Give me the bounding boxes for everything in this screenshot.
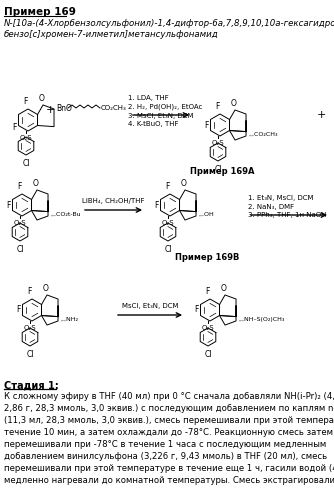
Text: ,,,OH: ,,,OH xyxy=(198,212,214,217)
Text: Cl: Cl xyxy=(22,159,30,168)
Text: O₂S: O₂S xyxy=(202,325,214,331)
Text: O: O xyxy=(33,179,39,188)
Text: O: O xyxy=(231,99,237,108)
Text: O₂S: O₂S xyxy=(14,220,26,226)
Text: ,,,CO₂CH₃: ,,,CO₂CH₃ xyxy=(248,132,278,137)
Text: MsCl, Et₃N, DCM: MsCl, Et₃N, DCM xyxy=(122,303,178,309)
Text: F: F xyxy=(195,305,199,314)
Text: F: F xyxy=(23,97,27,106)
Text: F: F xyxy=(215,102,219,111)
Text: F: F xyxy=(7,201,11,210)
Text: ,,,CO₂t-Bu: ,,,CO₂t-Bu xyxy=(50,212,80,217)
Text: 1. LDA, THF
2. H₂, Pd(OH)₂, EtOAc
3. MsCl, Et₃N, DCM
4. K-tBuO, THF: 1. LDA, THF 2. H₂, Pd(OH)₂, EtOAc 3. MsC… xyxy=(128,95,202,127)
Text: Стадия 1:: Стадия 1: xyxy=(4,380,59,390)
Text: Cl: Cl xyxy=(16,245,24,254)
Text: Пример 169: Пример 169 xyxy=(4,7,76,17)
Text: Пример 169B: Пример 169B xyxy=(175,253,239,262)
Text: O: O xyxy=(39,94,45,103)
Text: Cl: Cl xyxy=(214,165,222,174)
Text: F: F xyxy=(155,201,159,210)
Text: F: F xyxy=(13,122,17,132)
Text: O₂S: O₂S xyxy=(20,135,32,141)
Text: Cl: Cl xyxy=(204,350,212,359)
Text: 1. Et₃N, MsCl, DCM
2. NaN₃, DMF
3. PPh₃, THF, 1н NaOH: 1. Et₃N, MsCl, DCM 2. NaN₃, DMF 3. PPh₃,… xyxy=(248,195,326,218)
Text: ,,,NH₂: ,,,NH₂ xyxy=(60,316,78,321)
Text: Cl: Cl xyxy=(164,245,172,254)
Text: O₂S: O₂S xyxy=(162,220,174,226)
Text: Пример 169A: Пример 169A xyxy=(190,167,254,176)
Text: +: + xyxy=(45,105,55,115)
Text: F: F xyxy=(205,120,209,130)
Text: F: F xyxy=(17,182,21,191)
Text: O: O xyxy=(221,284,227,293)
Text: ,,,NH–S(O₂)CH₃: ,,,NH–S(O₂)CH₃ xyxy=(238,316,285,321)
Text: BnO: BnO xyxy=(56,103,72,112)
Text: +: + xyxy=(317,110,326,120)
Text: F: F xyxy=(27,287,31,296)
Text: O₂S: O₂S xyxy=(24,325,36,331)
Text: F: F xyxy=(17,305,21,314)
Text: O₂S: O₂S xyxy=(212,140,224,146)
Text: N-[10a-(4-Хлорбензолсульфонил)-1,4-дифтор-6a,7,8,9,10,10a-гексагидро-6H-
бензо[c: N-[10a-(4-Хлорбензолсульфонил)-1,4-дифто… xyxy=(4,19,334,39)
Text: O: O xyxy=(181,179,187,188)
Text: O: O xyxy=(43,284,49,293)
Text: F: F xyxy=(205,287,209,296)
Text: CO₂CH₃: CO₂CH₃ xyxy=(101,105,127,111)
Text: LiBH₄, CH₂OH/THF: LiBH₄, CH₂OH/THF xyxy=(82,198,144,204)
Text: F: F xyxy=(165,182,169,191)
Text: Cl: Cl xyxy=(26,350,34,359)
Text: К сложному эфиру в THF (40 мл) при 0 °C сначала добавляли NH(i-Pr)₂ (4,0 мл,
2,8: К сложному эфиру в THF (40 мл) при 0 °C … xyxy=(4,392,334,485)
